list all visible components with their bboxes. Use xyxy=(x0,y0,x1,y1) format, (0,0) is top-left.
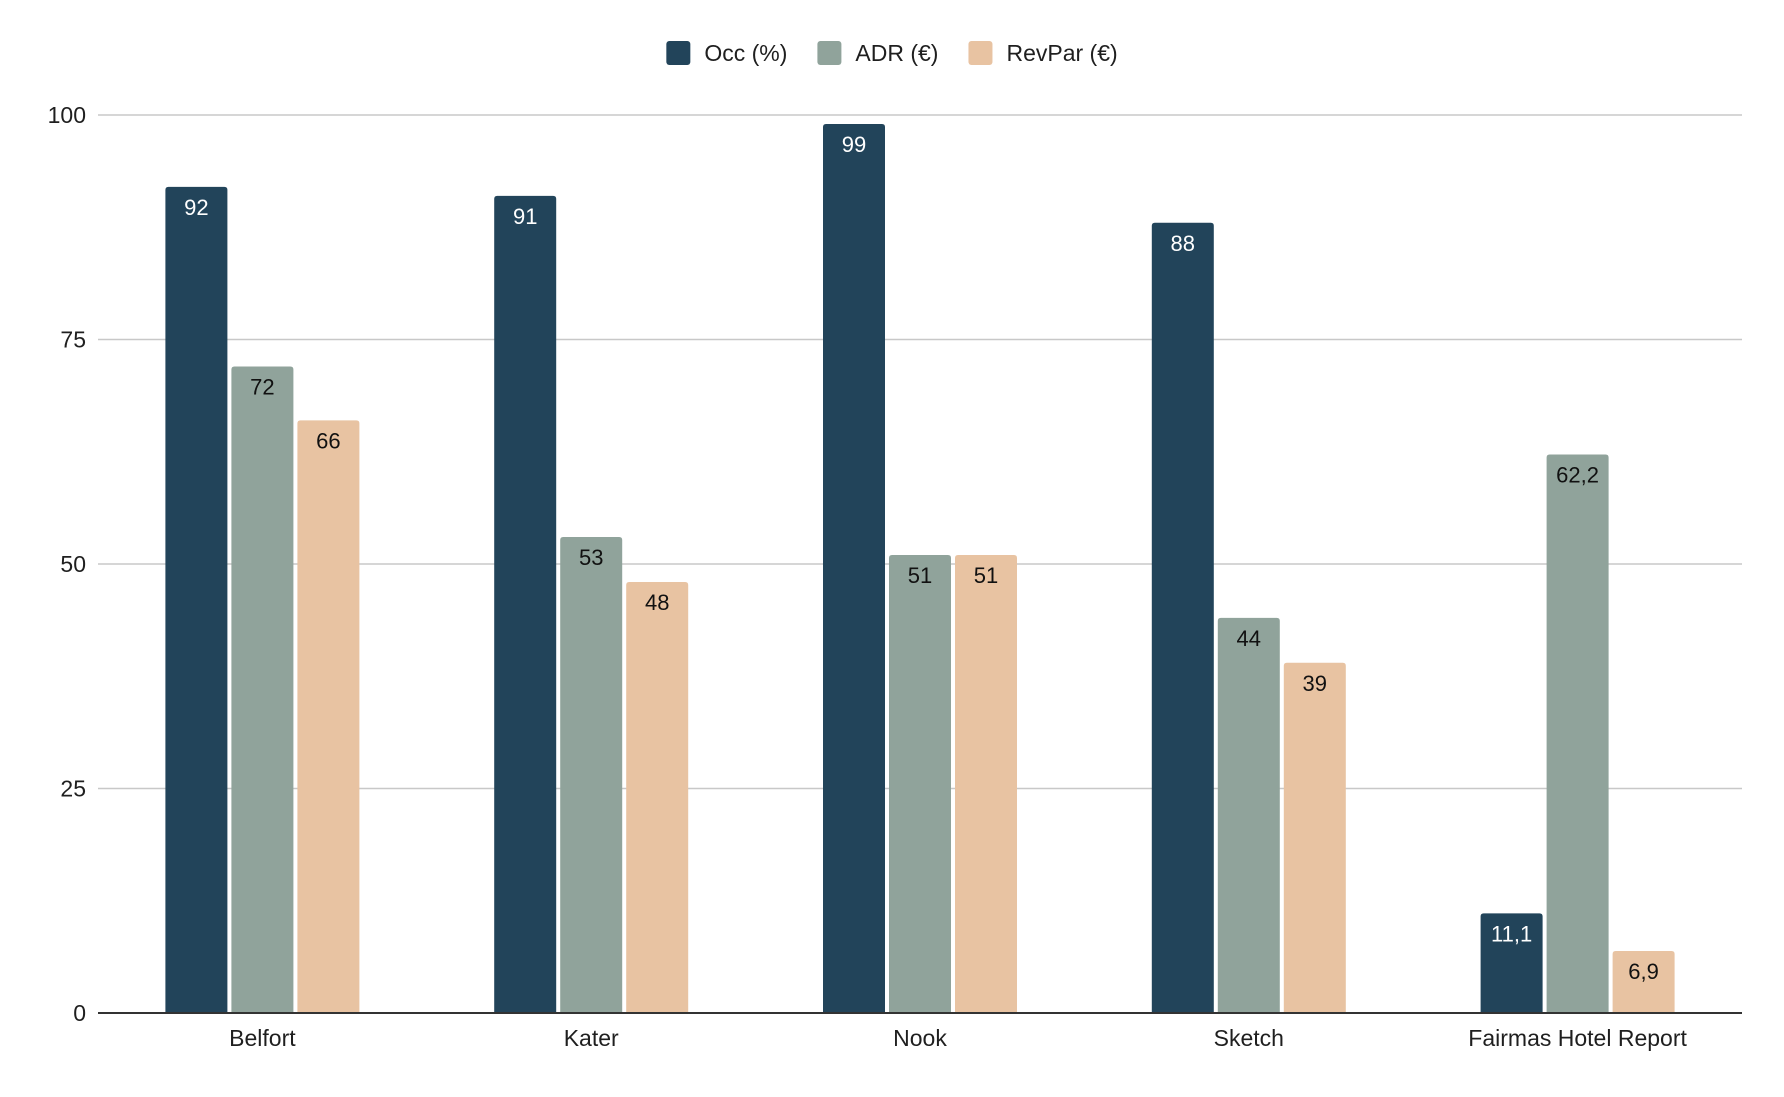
bar xyxy=(231,366,294,1013)
bar xyxy=(955,555,1017,1013)
x-tick-label: Fairmas Hotel Report xyxy=(1468,1025,1687,1051)
bar xyxy=(889,555,951,1013)
bar xyxy=(297,420,360,1013)
data-label: 6,9 xyxy=(1628,959,1659,984)
bar xyxy=(1283,662,1346,1013)
bar xyxy=(1612,951,1675,1013)
bar xyxy=(165,186,228,1014)
legend-label: ADR (€) xyxy=(855,40,938,66)
data-label: 99 xyxy=(842,132,866,157)
axes: 0 25 50 75 100 Belfort Kater Nook Sketch Fairmas … xyxy=(48,102,1742,1051)
legend-swatch xyxy=(666,41,691,65)
x-tick-label: Kater xyxy=(564,1025,619,1051)
y-tick-label: 100 xyxy=(48,102,86,128)
data-label: 11,1 xyxy=(1491,921,1532,946)
legend-label: Occ (%) xyxy=(704,40,787,66)
y-tick-label: 50 xyxy=(60,551,86,577)
bar xyxy=(560,537,623,1013)
data-label: 39 xyxy=(1303,671,1327,696)
data-label: 66 xyxy=(316,428,340,453)
bar xyxy=(1217,617,1280,1013)
legend: Occ (%) ADR (€) RevPar (€) xyxy=(666,40,1118,66)
x-tick-label: Sketch xyxy=(1214,1025,1284,1051)
data-labels: 92 72 66 91 53 48 99 51 51 88 44 39 11,1 62,2 6,9 xyxy=(184,132,1659,984)
data-label: 88 xyxy=(1171,231,1195,256)
legend-swatch xyxy=(817,41,842,65)
bars xyxy=(165,123,1675,1014)
data-label: 62,2 xyxy=(1556,462,1599,487)
y-tick-label: 25 xyxy=(60,776,86,802)
x-tick-label: Belfort xyxy=(229,1025,296,1051)
y-tick-label: 0 xyxy=(73,1000,86,1026)
bar xyxy=(494,195,557,1013)
bar xyxy=(1151,222,1214,1013)
legend-label: RevPar (€) xyxy=(1006,40,1117,66)
bar xyxy=(823,123,885,1014)
y-tick-label: 75 xyxy=(60,327,86,353)
data-label: 48 xyxy=(645,590,669,615)
data-label: 91 xyxy=(513,204,537,229)
x-tick-label: Nook xyxy=(893,1025,947,1051)
bar xyxy=(626,581,689,1013)
data-label: 51 xyxy=(908,563,932,588)
data-label: 53 xyxy=(579,545,603,570)
data-label: 51 xyxy=(974,563,998,588)
bar xyxy=(1546,454,1609,1014)
data-label: 72 xyxy=(250,374,274,399)
data-label: 92 xyxy=(184,195,208,220)
legend-swatch xyxy=(968,41,993,65)
data-label: 44 xyxy=(1237,626,1261,651)
bar xyxy=(1480,913,1543,1013)
